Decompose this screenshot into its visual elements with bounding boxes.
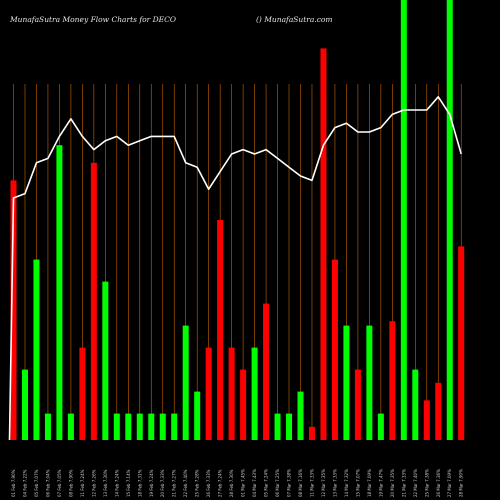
x-tick-label: 13 Feb 7.30%: [103, 469, 108, 497]
money-flow-bar: [10, 180, 17, 440]
money-flow-bar: [377, 413, 384, 440]
x-tick-label: 21 Mar 7.33%: [401, 469, 406, 497]
x-tick-label: 06 Mar 7.25%: [275, 469, 280, 497]
x-tick-label: 08 Mar 7.16%: [298, 469, 303, 497]
x-tick-label: 08 Feb 7.90%: [68, 469, 73, 497]
money-flow-bar: [389, 321, 396, 440]
price-line-path: [8, 96, 462, 441]
chart-title: MunafaSutra Money Flow Charts for DECO: [9, 15, 176, 24]
x-tick-label: 21 Feb 7.27%: [172, 469, 177, 497]
money-flow-bar: [148, 413, 155, 440]
x-tick-label: 05 Mar 7.24%: [264, 469, 269, 497]
money-flow-bar: [44, 413, 51, 440]
money-flow-bar: [56, 145, 63, 440]
x-tick-label: 22 Feb 7.40%: [183, 469, 188, 497]
x-tick-label: 18 Mar 7.09%: [367, 469, 372, 497]
money-flow-bar: [33, 259, 40, 440]
money-flow-bar: [102, 281, 109, 440]
x-tick-label: 25 Feb 7.28%: [195, 469, 200, 497]
money-flow-bar: [79, 347, 86, 440]
x-axis-tick-labels: 01 Feb 7.90% 04 Feb 7.22% 05 Feb 7.07% 06 F…: [11, 469, 464, 497]
money-flow-bar: [125, 413, 132, 440]
x-tick-label: 01 Mar 7.45%: [241, 469, 246, 497]
x-tick-label: 19 Feb 7.24%: [149, 469, 154, 497]
money-flow-bar: [423, 400, 430, 440]
x-tick-label: 07 Feb 7.05%: [57, 469, 62, 497]
x-tick-label: 13 Mar 7.33%: [332, 469, 337, 497]
money-flow-bar: [435, 382, 442, 440]
x-tick-label: 14 Mar 7.32%: [344, 469, 349, 497]
money-flow-bar: [251, 347, 258, 440]
money-flow-bar: [286, 413, 293, 440]
x-tick-label: 28 Mar 7.90%: [459, 469, 464, 497]
money-flow-bar: [90, 162, 97, 441]
x-tick-label: 28 Feb 7.30%: [229, 469, 234, 497]
money-flow-bar: [136, 413, 143, 440]
x-tick-label: 25 Mar 7.38%: [424, 469, 429, 497]
price-line: [8, 96, 462, 441]
x-tick-label: 20 Mar 7.35%: [390, 469, 395, 497]
money-flow-bar: [366, 325, 373, 440]
x-tick-label: 01 Feb 7.90%: [11, 469, 16, 497]
money-flow-bar: [400, 0, 407, 440]
money-flow-bar: [228, 347, 235, 440]
x-tick-label: 04 Mar 7.43%: [252, 469, 257, 497]
x-tick-label: 11 Mar 7.33%: [309, 469, 314, 497]
x-tick-label: 04 Feb 7.22%: [22, 469, 27, 497]
money-flow-bar: [446, 0, 453, 440]
money-flow-bar: [412, 369, 419, 440]
x-tick-label: 20 Feb 7.33%: [160, 469, 165, 497]
x-tick-label: 19 Mar 7.47%: [378, 469, 383, 497]
x-tick-label: 14 Feb 7.24%: [114, 469, 119, 497]
x-tick-label: 26 Mar 7.36%: [436, 469, 441, 497]
money-flow-bar: [274, 413, 281, 440]
x-tick-label: 27 Feb 7.24%: [218, 469, 223, 497]
chart-source: () MunafaSutra.com: [256, 15, 333, 24]
x-tick-label: 12 Mar 7.35%: [321, 469, 326, 497]
x-tick-label: 15 Mar 7.07%: [355, 469, 360, 497]
money-flow-bar: [308, 426, 315, 440]
money-flow-bar: [240, 369, 247, 440]
money-flow-bar: [171, 413, 178, 440]
x-tick-label: 11 Feb 7.24%: [80, 469, 85, 497]
x-tick-label: 06 Feb 7.04%: [45, 469, 50, 497]
money-flow-bar: [354, 369, 361, 440]
x-tick-label: 15 Feb 7.14%: [126, 469, 131, 497]
money-flow-bar: [263, 303, 270, 440]
money-flow-bar: [182, 325, 189, 440]
x-tick-label: 18 Feb 7.31%: [137, 469, 142, 497]
money-flow-bar: [21, 369, 28, 440]
money-flow-bar: [331, 259, 338, 440]
money-flow-bar: [113, 413, 120, 440]
money-flow-bar: [194, 391, 201, 440]
x-tick-label: 07 Mar 7.38%: [287, 469, 292, 497]
x-tick-label: 05 Feb 7.07%: [34, 469, 39, 497]
money-flow-bar: [67, 413, 74, 440]
money-flow-bar: [343, 325, 350, 440]
money-flow-bar: [217, 220, 224, 440]
money-flow-bar: [297, 391, 304, 440]
money-flow-bars: [10, 0, 465, 441]
x-tick-label: 26 Feb 7.33%: [206, 469, 211, 497]
money-flow-bar: [205, 347, 212, 440]
x-tick-label: 12 Feb 7.26%: [91, 469, 96, 497]
x-tick-label: 22 Mar 7.40%: [413, 469, 418, 497]
money-flow-bar: [458, 246, 465, 440]
money-flow-bar: [159, 413, 166, 440]
x-tick-label: 27 Mar 7.09%: [447, 469, 452, 497]
money-flow-bar: [320, 48, 327, 441]
